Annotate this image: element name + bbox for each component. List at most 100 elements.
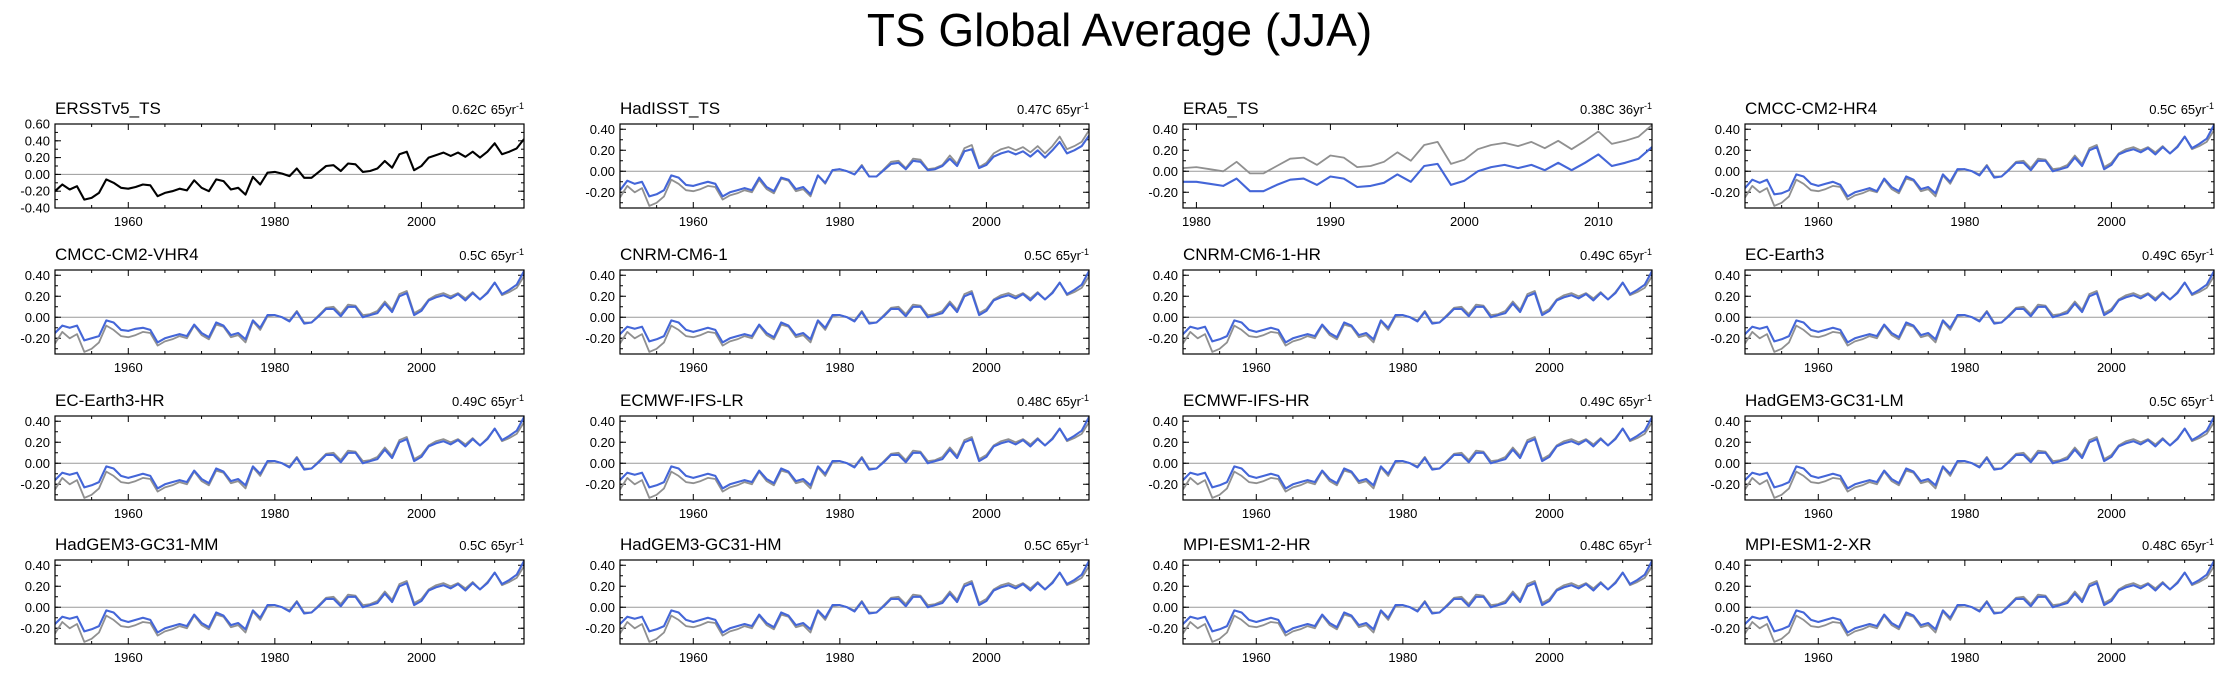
series-line-model bbox=[55, 416, 524, 490]
trend-label: 0.49C 65yr-1 bbox=[1580, 247, 1652, 263]
panel-title: CMCC-CM2-VHR4 bbox=[55, 245, 199, 264]
y-tick-label: 0.00 bbox=[590, 164, 615, 179]
y-tick-label: -0.20 bbox=[1148, 477, 1178, 492]
series-line-reference bbox=[620, 275, 1089, 353]
y-tick-label: 0.20 bbox=[1715, 579, 1740, 594]
x-tick-label: 1960 bbox=[1242, 506, 1271, 521]
trend-period: 65yr bbox=[2181, 538, 2207, 553]
panel-title: CNRM-CM6-1-HR bbox=[1183, 245, 1321, 264]
trend-label: 0.49C 65yr-1 bbox=[1580, 393, 1652, 409]
panel-title: HadGEM3-GC31-HM bbox=[620, 535, 782, 554]
series-line-reference bbox=[1745, 421, 2214, 499]
x-tick-label: 2000 bbox=[972, 360, 1001, 375]
y-tick-label: 0.40 bbox=[1715, 558, 1740, 573]
y-tick-label: 0.00 bbox=[25, 600, 50, 615]
x-tick-label: 1980 bbox=[1950, 506, 1979, 521]
y-tick-label: 0.20 bbox=[25, 435, 50, 450]
y-tick-label: 0.20 bbox=[25, 289, 50, 304]
y-tick-label: 0.20 bbox=[1153, 143, 1178, 158]
y-tick-label: 0.20 bbox=[590, 143, 615, 158]
panel-title: HadISST_TS bbox=[620, 99, 720, 118]
y-tick-label: 0.20 bbox=[1715, 143, 1740, 158]
y-tick-label: -0.20 bbox=[20, 477, 50, 492]
panel-13: HadGEM3-GC31-HM 0.5C 65yr-1 1960 1980 2000 0.4… bbox=[585, 535, 1090, 665]
series-line-model bbox=[55, 270, 524, 344]
x-tick-label: 1980 bbox=[1950, 360, 1979, 375]
trend-label: 0.48C 65yr-1 bbox=[1017, 393, 1089, 409]
x-tick-label: 2000 bbox=[2097, 360, 2126, 375]
trend-exponent: -1 bbox=[1081, 247, 1089, 257]
y-tick-label: -0.20 bbox=[1710, 477, 1740, 492]
y-tick-label: -0.20 bbox=[1710, 621, 1740, 636]
y-tick-label: -0.20 bbox=[1148, 331, 1178, 346]
x-tick-label: 2000 bbox=[1535, 650, 1564, 665]
series-line-reference bbox=[620, 129, 1089, 207]
y-tick-label: 0.40 bbox=[1715, 122, 1740, 137]
series-line-reference bbox=[620, 565, 1089, 643]
x-tick-label: 2000 bbox=[407, 214, 436, 229]
series-line-model bbox=[1745, 124, 2214, 198]
x-tick-label: 1960 bbox=[679, 214, 708, 229]
x-tick-label: 1960 bbox=[1242, 650, 1271, 665]
y-tick-label: 0.00 bbox=[590, 600, 615, 615]
trend-value: 0.5C bbox=[459, 538, 486, 553]
plot-frame bbox=[1182, 559, 1653, 645]
panel-title: ECMWF-IFS-LR bbox=[620, 391, 744, 410]
trend-exponent: -1 bbox=[2206, 101, 2214, 111]
panel-title: HadGEM3-GC31-LM bbox=[1745, 391, 1904, 410]
trend-exponent: -1 bbox=[2206, 247, 2214, 257]
series-line-model bbox=[1183, 146, 1652, 193]
x-tick-label: 1960 bbox=[114, 506, 143, 521]
x-tick-label: 2010 bbox=[1584, 214, 1613, 229]
y-tick-label: -0.20 bbox=[20, 331, 50, 346]
x-tick-label: 1960 bbox=[1242, 360, 1271, 375]
x-tick-label: 1960 bbox=[1804, 214, 1833, 229]
x-tick-label: 2000 bbox=[407, 650, 436, 665]
series-line-reference bbox=[1745, 565, 2214, 643]
trend-value: 0.49C bbox=[2142, 248, 2177, 263]
y-tick-label: 0.20 bbox=[1153, 579, 1178, 594]
y-tick-label: 0.20 bbox=[1153, 289, 1178, 304]
plot-frame bbox=[619, 559, 1090, 645]
series-line-model bbox=[620, 135, 1089, 198]
figure-title: TS Global Average (JJA) bbox=[866, 4, 1373, 56]
trend-label: 0.5C 65yr-1 bbox=[2149, 393, 2214, 409]
y-tick-label: 0.00 bbox=[1715, 310, 1740, 325]
y-tick-label: 0.00 bbox=[1153, 164, 1178, 179]
panel-title: ECMWF-IFS-HR bbox=[1183, 391, 1310, 410]
series-line-model bbox=[1183, 270, 1652, 344]
y-tick-label: 0.00 bbox=[1153, 600, 1178, 615]
series-line-reference bbox=[55, 275, 524, 353]
trend-period: 65yr bbox=[1619, 538, 1645, 553]
series-line-reference bbox=[1183, 421, 1652, 499]
plot-frame bbox=[619, 415, 1090, 501]
plot-frame bbox=[54, 559, 525, 645]
x-tick-label: 1980 bbox=[825, 360, 854, 375]
y-tick-label: 0.20 bbox=[590, 579, 615, 594]
trend-exponent: -1 bbox=[2206, 537, 2214, 547]
series-line-model bbox=[620, 560, 1089, 634]
x-tick-label: 1980 bbox=[1950, 214, 1979, 229]
y-tick-label: 0.40 bbox=[25, 558, 50, 573]
series-line-model bbox=[1745, 560, 2214, 634]
series-line-reference bbox=[1183, 565, 1652, 643]
plot-frame bbox=[1744, 415, 2215, 501]
series-line-model bbox=[620, 416, 1089, 490]
x-tick-label: 2000 bbox=[1535, 506, 1564, 521]
plot-frame bbox=[54, 269, 525, 355]
series-line-model bbox=[1183, 416, 1652, 490]
series-line-reference bbox=[620, 421, 1089, 499]
trend-value: 0.48C bbox=[1580, 538, 1615, 553]
y-tick-label: -0.20 bbox=[585, 621, 615, 636]
panel-title: ERSSTv5_TS bbox=[55, 99, 161, 118]
trend-value: 0.49C bbox=[1580, 394, 1615, 409]
x-tick-label: 1960 bbox=[114, 214, 143, 229]
series-line-reference bbox=[1745, 275, 2214, 353]
trend-period: 65yr bbox=[2181, 394, 2207, 409]
x-tick-label: 1960 bbox=[679, 650, 708, 665]
y-tick-label: 0.40 bbox=[1153, 558, 1178, 573]
panel-5: CNRM-CM6-1 0.5C 65yr-1 1960 1980 2000 0.40 0.20… bbox=[585, 245, 1090, 375]
trend-value: 0.5C bbox=[2149, 102, 2176, 117]
trend-period: 65yr bbox=[1619, 248, 1645, 263]
